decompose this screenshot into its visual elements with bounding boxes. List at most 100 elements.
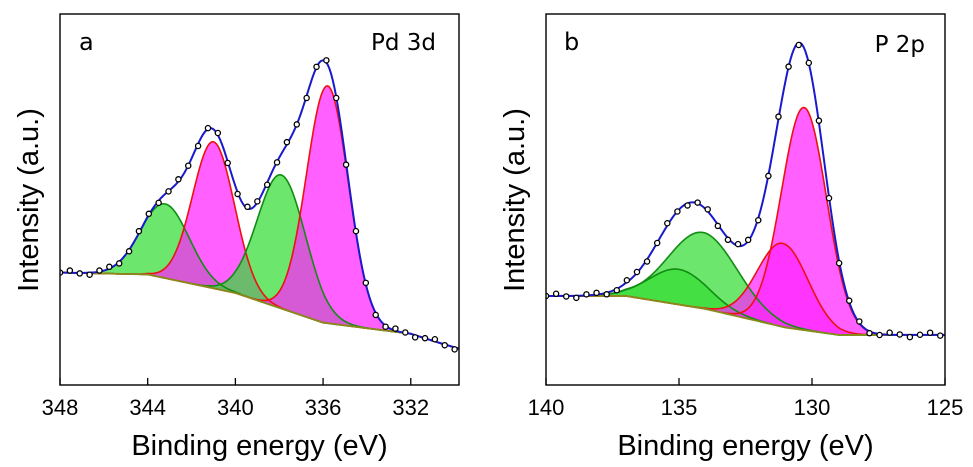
panel-b: 140 135 130 125 b P 2p Binding energy (eV) … [499,13,964,462]
data-point [214,129,222,137]
data-point [664,219,671,227]
data-point [313,63,320,71]
data-point [805,59,813,67]
data-point [145,210,153,218]
data-point [684,202,691,209]
panel-a-x-ticks: 348 344 340 336 332 [42,378,429,420]
data-point [734,240,742,248]
panel-b-x-ticks: 140 135 130 125 [528,378,964,420]
data-point [224,159,231,167]
panel-a-label: a [79,28,94,56]
data-point [431,335,439,343]
data-point [613,287,621,294]
data-point [184,162,192,169]
data-point [906,333,914,341]
data-point [653,239,661,247]
peak-fill-1 [60,203,459,349]
peak-fill-4 [60,85,459,349]
data-point [856,318,863,325]
x-tick-label: 135 [661,395,698,420]
data-point [886,329,893,336]
data-point [342,161,350,168]
data-point [411,334,419,341]
data-point [694,199,701,206]
data-point [392,325,399,332]
data-point [155,199,162,207]
panel-b-plot-frame [545,13,946,386]
data-point [845,297,853,304]
data-point [583,291,590,298]
data-point [835,259,843,267]
data-point [421,334,429,342]
panel-b-label: b [564,28,579,56]
peak-fill-3 [60,174,459,349]
data-point [765,172,772,180]
panel-b-x-axis-title: Binding energy (eV) [617,430,873,462]
data-point [724,236,732,244]
panel-a-plot-frame [59,13,460,386]
data-point [916,331,924,339]
data-point [603,291,610,298]
panel-a-title: Pd 3d [371,30,436,56]
panel-a-x-axis-title: Binding energy (eV) [131,430,387,462]
data-point [135,227,143,235]
data-point [263,181,271,188]
data-point [362,279,370,287]
data-point [106,263,113,271]
peak-line-3 [546,242,945,336]
data-point [96,267,103,274]
data-point [382,323,389,330]
data-point [825,194,833,202]
data-point [451,346,458,353]
data-point [755,216,762,224]
data-point [303,94,310,102]
panel-b-plot-area [546,41,945,341]
data-point [593,289,600,297]
data-point [125,248,133,255]
x-tick-label: 332 [392,395,429,420]
envelope-fit-line [60,59,459,350]
x-tick-label: 130 [794,395,831,420]
data-point [795,41,802,49]
data-point [234,190,241,198]
data-point [876,331,883,339]
data-point [573,294,580,302]
data-point [674,208,681,215]
data-point [283,138,291,146]
data-point [633,268,641,276]
panel-b-title: P 2p [875,32,925,58]
peak-line-2 [546,231,945,336]
data-point [352,227,360,235]
data-point [194,142,202,150]
data-point [704,206,711,213]
data-point [165,188,172,195]
data-point [244,203,251,211]
data-point [86,271,93,278]
data-point [552,290,560,297]
data-point [623,276,631,284]
data-point [866,329,873,337]
data-point [76,270,83,277]
x-tick-label: 340 [217,395,254,420]
panel-a: 348 344 340 336 332 a Pd 3d Binding energy (… [13,13,460,462]
data-point [714,222,722,230]
data-point [896,331,904,338]
data-point [441,341,448,349]
x-tick-label: 140 [528,395,565,420]
background-line [60,271,459,350]
data-point [254,198,261,205]
data-point [815,117,823,124]
x-tick-label: 344 [129,395,166,420]
data-point [204,124,212,132]
data-point [332,94,340,102]
data-point [273,159,281,166]
x-tick-label: 336 [305,395,342,420]
data-point [402,329,409,336]
x-tick-label: 125 [927,395,964,420]
data-point [175,176,182,183]
data-point [293,121,301,128]
data-point [926,329,934,336]
data-point [562,293,570,300]
panel-b-y-axis-title: Intensity (a.u.) [499,108,531,292]
